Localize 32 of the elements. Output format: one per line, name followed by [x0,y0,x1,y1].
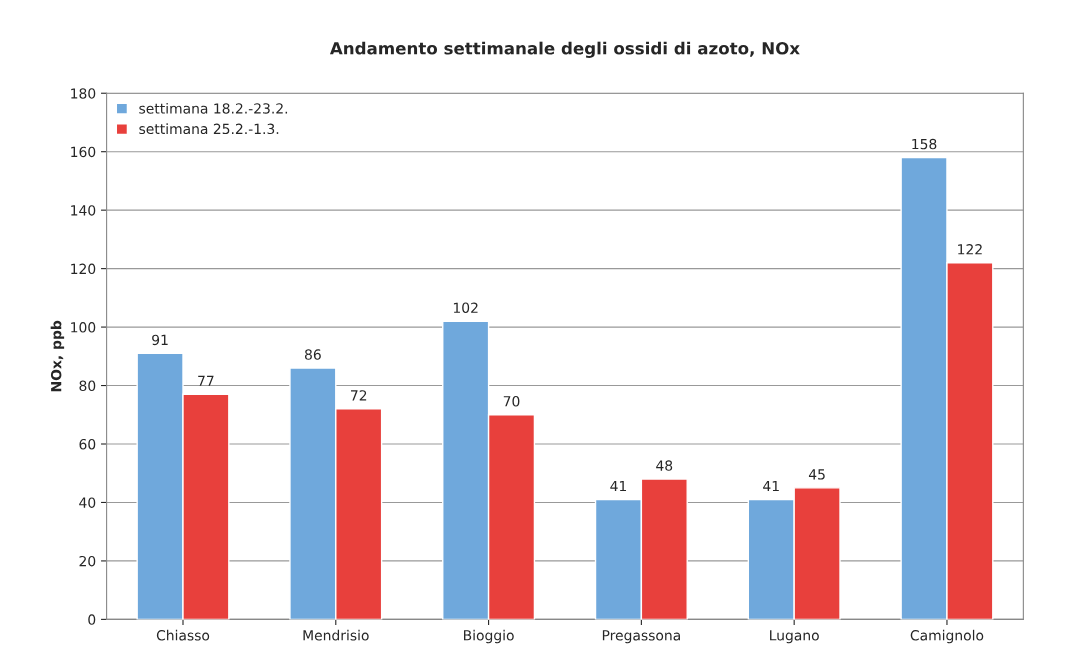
data-label: 158 [912,138,937,150]
x-tick-label: Bioggio [464,629,514,644]
x-tick-label: Mendrisio [303,629,369,641]
x-tick-label: Lugano [770,630,819,644]
y-tick-label: 40 [79,497,96,508]
y-tick-label: 60 [79,438,96,450]
data-label: 48 [656,460,673,471]
x-tick-label: Pregassona [602,630,680,644]
data-label: 122 [958,244,982,255]
y-tick-label: 120 [71,263,96,275]
y-tick-label: 180 [71,88,96,99]
data-label: 91 [152,334,168,346]
data-label: 102 [453,302,478,313]
y-tick-label: 140 [71,205,96,216]
legend-label: settimana 18.2.-23.2. [139,102,288,114]
y-axis-title: NOx, ppb [50,320,65,392]
data-label: 41 [763,480,779,492]
data-label: 70 [503,396,520,407]
data-label: 72 [351,390,367,401]
y-tick-label: 160 [71,146,96,158]
data-label: 86 [304,349,321,360]
data-label: 77 [198,375,214,386]
x-tick-label: Camignolo [910,629,984,644]
x-tick-label: Chiasso [156,629,210,641]
data-label: 45 [808,469,825,480]
y-tick-label: 0 [88,614,96,625]
data-label: 41 [610,480,627,492]
y-tick-label: 80 [79,380,96,392]
chart-title: Andamento settimanale degli ossidi di azoto, NOx [329,41,800,58]
legend-label: settimana 25.2.-1.3. [139,123,279,135]
y-tick-label: 20 [79,555,96,567]
y-tick-label: 100 [71,322,96,333]
